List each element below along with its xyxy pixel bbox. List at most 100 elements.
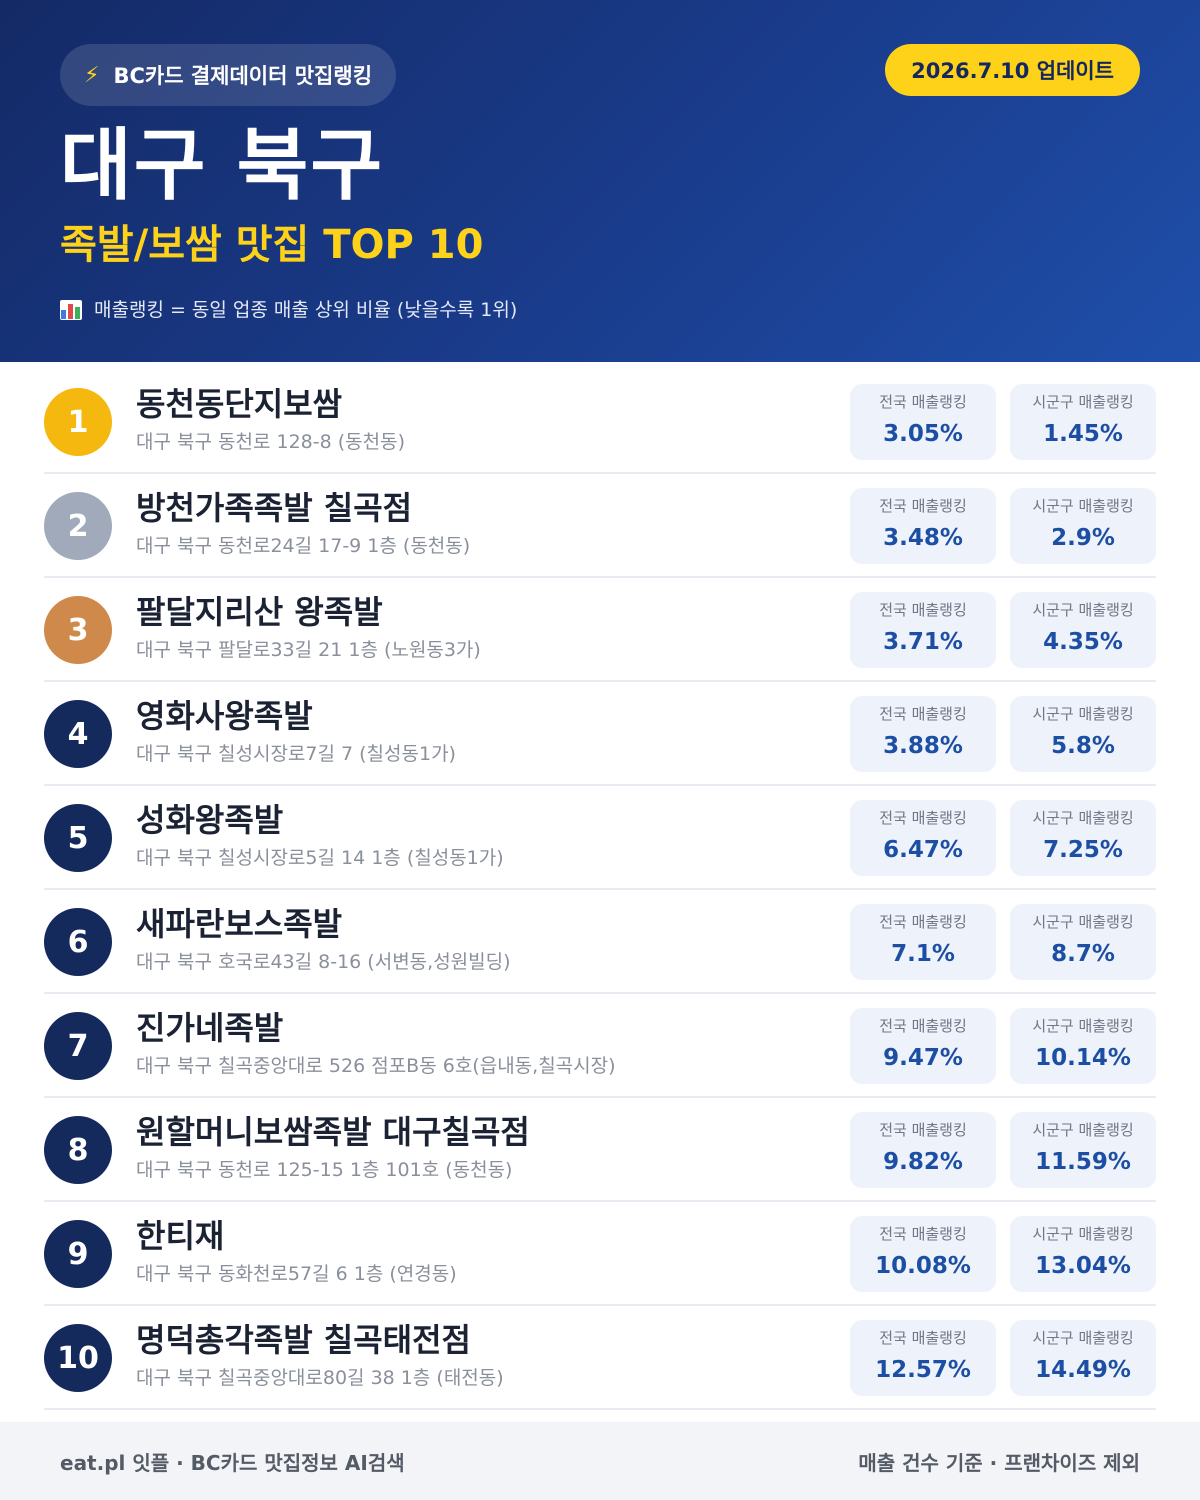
rank-badge: 8: [44, 1116, 112, 1184]
national-ranking-value: 3.05%: [883, 421, 963, 447]
update-badge: 2026.7.10 업데이트: [885, 44, 1140, 96]
local-ranking-label: 시군구 매출랭킹: [1032, 601, 1134, 619]
rank-badge: 7: [44, 1012, 112, 1080]
local-ranking-label: 시군구 매출랭킹: [1032, 705, 1134, 723]
update-label: 2026.7.10 업데이트: [911, 59, 1114, 83]
restaurant-name[interactable]: 방천가족족발 칠곡점: [136, 489, 413, 527]
restaurant-address: 대구 북구 칠성시장로5길 14 1층 (칠성동1가): [136, 847, 504, 869]
local-ranking-value: 2.9%: [1051, 525, 1115, 551]
restaurant-address: 대구 북구 동화천로57길 6 1층 (연경동): [136, 1263, 457, 1285]
local-ranking-card: 시군구 매출랭킹 7.25%: [1010, 800, 1156, 876]
local-ranking-label: 시군구 매출랭킹: [1032, 1329, 1134, 1347]
national-ranking-value: 6.47%: [883, 837, 963, 863]
restaurant-name[interactable]: 팔달지리산 왕족발: [136, 593, 383, 631]
restaurant-address: 대구 북구 동천로24길 17-9 1층 (동천동): [136, 535, 471, 557]
national-ranking-label: 전국 매출랭킹: [879, 1017, 967, 1035]
national-ranking-value: 3.71%: [883, 629, 963, 655]
national-ranking-label: 전국 매출랭킹: [879, 913, 967, 931]
rank-badge: 5: [44, 804, 112, 872]
rank-badge: 4: [44, 700, 112, 768]
national-ranking-label: 전국 매출랭킹: [879, 497, 967, 515]
national-ranking-card: 전국 매출랭킹 10.08%: [850, 1216, 996, 1292]
restaurant-name[interactable]: 동천동단지보쌈: [136, 385, 343, 423]
national-ranking-label: 전국 매출랭킹: [879, 809, 967, 827]
restaurant-name[interactable]: 새파란보스족발: [136, 905, 343, 943]
restaurant-name[interactable]: 진가네족발: [136, 1009, 284, 1047]
national-ranking-label: 전국 매출랭킹: [879, 393, 967, 411]
lightning-icon: ⚡: [84, 62, 100, 88]
restaurant-address: 대구 북구 호국로43길 8-16 (서변동,성원빌딩): [136, 951, 511, 973]
national-ranking-label: 전국 매출랭킹: [879, 1121, 967, 1139]
local-ranking-card: 시군구 매출랭킹 4.35%: [1010, 592, 1156, 668]
restaurant-name[interactable]: 성화왕족발: [136, 801, 284, 839]
category-title: 족발/보쌈 맛집 TOP 10: [60, 222, 484, 268]
local-ranking-card: 시군구 매출랭킹 10.14%: [1010, 1008, 1156, 1084]
restaurant-address: 대구 북구 동천로 128-8 (동천동): [136, 431, 405, 453]
national-ranking-value: 7.1%: [891, 941, 955, 967]
rank-badge: 3: [44, 596, 112, 664]
rank-badge: 2: [44, 492, 112, 560]
region-title: 대구 북구: [60, 121, 385, 211]
national-ranking-card: 전국 매출랭킹 7.1%: [850, 904, 996, 980]
local-ranking-value: 14.49%: [1035, 1357, 1131, 1383]
rank-badge: 1: [44, 388, 112, 456]
ranking-note: 매출랭킹 = 동일 업종 매출 상위 비율 (낮을수록 1위): [60, 294, 517, 326]
restaurant-name[interactable]: 원할머니보쌈족발 대구칠곡점: [136, 1113, 530, 1151]
restaurant-name[interactable]: 한티재: [136, 1217, 225, 1255]
restaurant-address: 대구 북구 동천로 125-15 1층 101호 (동천동): [136, 1159, 513, 1181]
footer: eat.pl 잇플 · BC카드 맛집정보 AI검색 매출 건수 기준 · 프랜…: [0, 1422, 1200, 1500]
local-ranking-value: 13.04%: [1035, 1253, 1131, 1279]
local-ranking-label: 시군구 매출랭킹: [1032, 809, 1134, 827]
national-ranking-card: 전국 매출랭킹 6.47%: [850, 800, 996, 876]
national-ranking-card: 전국 매출랭킹 12.57%: [850, 1320, 996, 1396]
local-ranking-card: 시군구 매출랭킹 8.7%: [1010, 904, 1156, 980]
national-ranking-value: 3.48%: [883, 525, 963, 551]
national-ranking-card: 전국 매출랭킹 3.88%: [850, 696, 996, 772]
restaurant-address: 대구 북구 칠곡중앙대로80길 38 1층 (태전동): [136, 1367, 504, 1389]
national-ranking-card: 전국 매출랭킹 3.71%: [850, 592, 996, 668]
local-ranking-label: 시군구 매출랭킹: [1032, 1225, 1134, 1243]
local-ranking-value: 1.45%: [1043, 421, 1123, 447]
local-ranking-label: 시군구 매출랭킹: [1032, 393, 1134, 411]
local-ranking-label: 시군구 매출랭킹: [1032, 497, 1134, 515]
local-ranking-value: 8.7%: [1051, 941, 1115, 967]
national-ranking-value: 10.08%: [875, 1253, 971, 1279]
source-badge: ⚡ BC카드 결제데이터 맛집랭킹: [60, 44, 397, 106]
rank-badge: 9: [44, 1220, 112, 1288]
header-banner: ⚡ BC카드 결제데이터 맛집랭킹 2026.7.10 업데이트 대구 북구 족…: [0, 0, 1200, 362]
local-ranking-card: 시군구 매출랭킹 5.8%: [1010, 696, 1156, 772]
local-ranking-label: 시군구 매출랭킹: [1032, 1017, 1134, 1035]
ranking-note-text: 매출랭킹 = 동일 업종 매출 상위 비율 (낮을수록 1위): [94, 299, 518, 321]
rank-badge: 10: [44, 1324, 112, 1392]
local-ranking-value: 7.25%: [1043, 837, 1123, 863]
national-ranking-card: 전국 매출랭킹 9.47%: [850, 1008, 996, 1084]
rank-badge: 6: [44, 908, 112, 976]
national-ranking-value: 3.88%: [883, 733, 963, 759]
bar-chart-icon: [60, 300, 82, 320]
national-ranking-card: 전국 매출랭킹 9.82%: [850, 1112, 996, 1188]
national-ranking-label: 전국 매출랭킹: [879, 1225, 967, 1243]
restaurant-address: 대구 북구 칠성시장로7길 7 (칠성동1가): [136, 743, 456, 765]
local-ranking-value: 5.8%: [1051, 733, 1115, 759]
source-label: BC카드 결제데이터 맛집랭킹: [113, 64, 373, 88]
restaurant-address: 대구 북구 팔달로33길 21 1층 (노원동3가): [136, 639, 481, 661]
local-ranking-card: 시군구 매출랭킹 1.45%: [1010, 384, 1156, 460]
local-ranking-value: 10.14%: [1035, 1045, 1131, 1071]
footer-source: eat.pl 잇플 · BC카드 맛집정보 AI검색: [60, 1450, 405, 1475]
local-ranking-card: 시군구 매출랭킹 11.59%: [1010, 1112, 1156, 1188]
restaurant-name[interactable]: 명덕총각족발 칠곡태전점: [136, 1321, 471, 1359]
restaurant-name[interactable]: 영화사왕족발: [136, 697, 313, 735]
restaurant-address: 대구 북구 칠곡중앙대로 526 점포B동 6호(읍내동,칠곡시장): [136, 1055, 616, 1077]
local-ranking-card: 시군구 매출랭킹 13.04%: [1010, 1216, 1156, 1292]
